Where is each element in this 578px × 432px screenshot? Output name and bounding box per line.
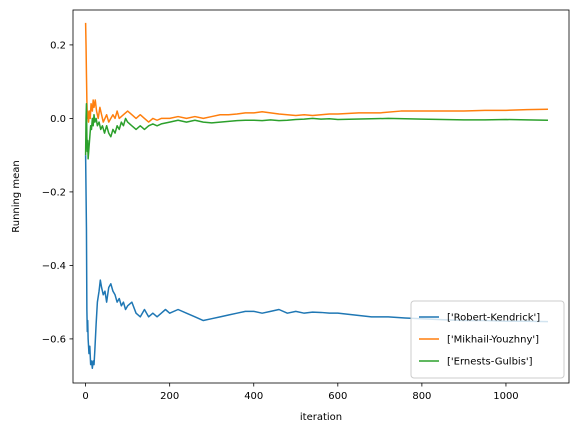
x-axis-label: iteration <box>300 412 342 423</box>
x-tick-label: 1000 <box>493 391 518 402</box>
y-tick-label: 0.0 <box>50 114 66 125</box>
y-tick-label: 0.2 <box>50 40 66 51</box>
y-tick-label: −0.4 <box>42 261 66 272</box>
x-tick-label: 0 <box>82 391 88 402</box>
x-axis-ticks: 0 200 400 600 800 1000 <box>82 383 519 402</box>
legend: ['Robert-Kendrick'] ['Mikhail-Youzhny'] ['… <box>410 300 565 379</box>
series-line-1 <box>84 22 548 123</box>
y-tick-label: −0.2 <box>42 187 66 198</box>
x-tick-label: 200 <box>160 391 179 402</box>
y-tick-label: −0.6 <box>42 334 66 345</box>
x-tick-label: 400 <box>244 391 263 402</box>
plot-frame <box>72 9 570 384</box>
x-tick-label: 600 <box>328 391 347 402</box>
x-tick-label: 800 <box>412 391 431 402</box>
series-line-0 <box>84 155 548 370</box>
legend-label: ['Mikhail-Youzhny'] <box>447 335 539 346</box>
legend-label: ['Robert-Kendrick'] <box>447 313 540 324</box>
series-layer <box>84 22 548 370</box>
series-line-2 <box>84 102 548 160</box>
y-axis-ticks: −0.6 −0.4 −0.2 0.0 0.2 <box>42 40 73 345</box>
legend-label: ['Ernests-Gulbis'] <box>447 357 533 368</box>
legend-box <box>410 300 565 379</box>
y-axis-label: Running mean <box>11 160 22 233</box>
